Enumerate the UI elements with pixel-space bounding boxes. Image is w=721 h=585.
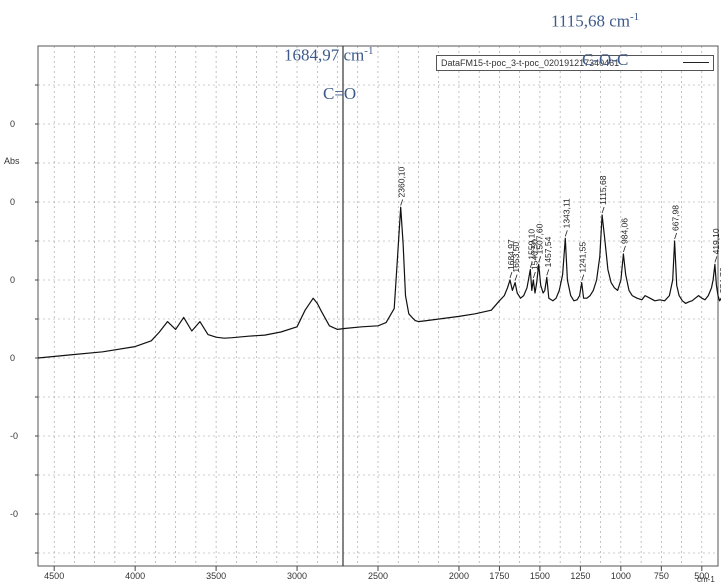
peak-leader bbox=[529, 261, 533, 268]
y-tick-label: -0 bbox=[10, 431, 18, 441]
peak-leader bbox=[532, 271, 536, 279]
peak-leader bbox=[564, 230, 568, 237]
annotation-co-value: 1684,97 cm bbox=[284, 45, 365, 65]
annotation-co-sup: -1 bbox=[364, 45, 374, 57]
x-tick-label: 1500 bbox=[530, 571, 550, 581]
peak-label: 419,10 bbox=[711, 228, 721, 254]
peak-label: 374,76 bbox=[718, 267, 721, 293]
y-tick-label: 0 bbox=[10, 119, 15, 129]
legend-text: DataFM15-t-poc_3-t-poc_020191217340461 bbox=[441, 58, 620, 68]
x-tick-label: 2500 bbox=[368, 571, 388, 581]
peak-label: 1559,10 bbox=[526, 229, 536, 260]
x-tick-label: 500 bbox=[694, 571, 709, 581]
peak-leader bbox=[546, 269, 550, 276]
grid bbox=[38, 46, 718, 566]
peak-leader bbox=[581, 274, 585, 281]
peak-leader bbox=[601, 206, 605, 214]
peak-leader bbox=[674, 232, 677, 240]
peak-label: 1653,50 bbox=[511, 242, 521, 273]
x-tick-label: 2000 bbox=[449, 571, 469, 581]
peak-leader bbox=[538, 256, 542, 263]
peak-label: 1457,54 bbox=[543, 236, 553, 267]
x-tick-label: 1250 bbox=[570, 571, 590, 581]
peak-leader bbox=[623, 245, 626, 253]
y-tick-label: -0 bbox=[10, 509, 18, 519]
peak-label: 2360,10 bbox=[397, 166, 407, 197]
x-axis-label: cm-1 bbox=[697, 575, 715, 584]
x-tick-label: 3500 bbox=[206, 571, 226, 581]
x-tick-label: 1750 bbox=[489, 571, 509, 581]
peak-label: 1241,55 bbox=[578, 242, 588, 273]
peak-label: 984,06 bbox=[619, 218, 629, 244]
peak-label: 1343,11 bbox=[561, 198, 571, 228]
y-axis-label: Abs bbox=[4, 156, 20, 166]
peak-leader bbox=[400, 199, 404, 206]
spectrum-line bbox=[37, 206, 721, 359]
annotation-co-wavenumber: 1684,97 cm-1 bbox=[284, 45, 373, 66]
legend: DataFM15-t-poc_3-t-poc_020191217340461 bbox=[436, 55, 714, 71]
annotation-co-group: C=O bbox=[323, 84, 357, 103]
annotation-coc-sup: -1 bbox=[630, 11, 640, 23]
axis-ticks: 4500 4000 3500 3000 2500 2000 1750 1500 1250 1000… bbox=[10, 84, 709, 581]
x-tick-label: 750 bbox=[654, 571, 669, 581]
x-tick-label: 1000 bbox=[611, 571, 631, 581]
annotation-coc-wavenumber: 1115,68 cm-1 bbox=[551, 11, 639, 32]
y-tick-label: 0 bbox=[10, 197, 15, 207]
peak-leader bbox=[714, 256, 718, 263]
peak-leader bbox=[514, 274, 518, 281]
peak-leader bbox=[509, 271, 513, 279]
x-tick-label: 3000 bbox=[287, 571, 307, 581]
y-tick-label: 0 bbox=[10, 275, 15, 285]
annotation-coc-group: C-O-C bbox=[582, 50, 629, 69]
annotation-coc-value: 1115,68 cm bbox=[551, 11, 631, 31]
peak-label: 1115,68 bbox=[598, 175, 608, 205]
peak-label: 667,98 bbox=[671, 205, 681, 231]
legend-swatch bbox=[683, 62, 709, 63]
x-tick-label: 4000 bbox=[125, 571, 145, 581]
peak-label: 1507,60 bbox=[535, 223, 545, 254]
y-tick-label: 0 bbox=[10, 353, 15, 363]
peak-label: 1684,97 bbox=[506, 239, 516, 270]
x-tick-label: 4500 bbox=[44, 571, 64, 581]
peak-label: 1540,50 bbox=[529, 239, 539, 270]
